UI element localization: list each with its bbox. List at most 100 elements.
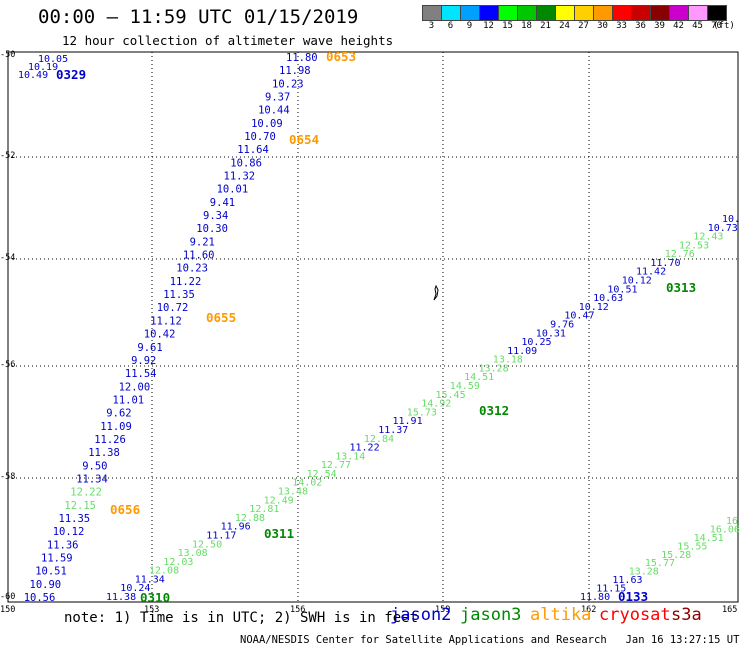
mission-legend-altika: altika (530, 605, 592, 625)
pass-time-label: 0329 (56, 67, 86, 82)
swh-value: 10.19 (28, 62, 58, 73)
latitude-label: -50 (0, 50, 16, 60)
colorbar-label: 21 (540, 21, 551, 31)
swh-value: 9.92 (131, 355, 156, 367)
swh-value: 10.70 (244, 131, 276, 143)
swh-value: 14.02 (292, 478, 322, 489)
pass-time-label: 0312 (479, 403, 509, 418)
mission-legend-cryosat: cryosat (599, 605, 671, 625)
swh-value: 11.70 (650, 258, 680, 269)
swh-value: 11.35 (59, 513, 91, 525)
colorbar-label: 9 (466, 21, 473, 31)
latitude-label: -54 (0, 253, 16, 263)
swh-value: 10.56 (24, 592, 56, 604)
swh-value: 10.23 (176, 263, 208, 275)
colorbar-label: 36 (635, 21, 646, 31)
swh-value: 14.51 (694, 533, 724, 544)
altimeter-tracks: 11.8011.9810.239.3710.4410.0910.7011.641… (18, 49, 740, 605)
map-frame (7, 51, 739, 603)
swh-value: 10.47 (564, 311, 594, 322)
swh-value: 12.49 (264, 495, 294, 506)
swh-value: 10.51 (607, 284, 637, 295)
colorbar-label: 6 (447, 21, 454, 31)
swh-value: 10.51 (35, 566, 67, 578)
swh-value: 9.50 (82, 460, 107, 472)
swh-value: 11.91 (393, 416, 423, 427)
swh-value: 12.22 (70, 487, 102, 499)
swh-value: 11.17 (206, 531, 236, 542)
swh-value: 9.62 (106, 408, 131, 420)
colorbar-label: 42 (673, 21, 684, 31)
swh-value: 13.28 (479, 363, 509, 374)
map-subtitle: 12 hour collection of altimeter wave hei… (62, 33, 394, 48)
mission-legend-jason2: jason2 (390, 605, 452, 625)
longitude-label: 153 (144, 605, 160, 615)
pass-time-label: 0310 (140, 590, 170, 605)
swh-value: 11.38 (88, 447, 120, 459)
swh-value: 11.22 (350, 443, 380, 454)
swh-value: 15.55 (677, 541, 707, 552)
swh-value: 9.34 (203, 210, 228, 222)
swh-value: 11.38 (106, 592, 136, 603)
pass-time-label: 0655 (206, 310, 236, 325)
colorbar-label: 70 (711, 21, 722, 31)
swh-value: 15.28 (661, 550, 691, 561)
swh-value: 11.60 (183, 250, 215, 262)
swh-value: 10.31 (536, 328, 566, 339)
map-title: 00:00 – 11:59 UTC 01/15/2019 (38, 6, 359, 28)
swh-value: 10.63 (593, 293, 623, 304)
swh-value: 12.84 (364, 434, 394, 445)
swh-value: 11.34 (76, 474, 108, 486)
swh-value: 11.35 (163, 289, 195, 301)
swh-value: 12.15 (64, 500, 96, 512)
colorbar-label: 18 (521, 21, 532, 31)
latitude-label: -56 (0, 360, 16, 370)
swh-value: 11.01 (113, 394, 145, 406)
swh-value: 12.08 (149, 566, 179, 577)
swh-value: 12.76 (665, 249, 695, 260)
swh-value: 9.21 (190, 236, 215, 248)
colorbar-label: 27 (578, 21, 589, 31)
pass-time-label: 0311 (264, 526, 294, 541)
swh-value: 12.00 (119, 381, 151, 393)
colorbar-label: 45 (692, 21, 703, 31)
swh-value: 12.81 (249, 504, 279, 515)
swh-value: 10.05 (38, 54, 68, 65)
swh-value: 10.30 (196, 223, 228, 235)
swh-value: 10.72 (157, 302, 189, 314)
swh-value: 11.09 (100, 421, 132, 433)
swh-value: 11.22 (170, 276, 202, 288)
longitude-label: 159 (435, 605, 451, 615)
colorbar-label: 24 (559, 21, 570, 31)
swh-value: 9.37 (265, 92, 290, 104)
colorbar-unit: (ft) (713, 21, 735, 31)
colorbar-swatch (707, 5, 727, 21)
swh-value: 10.49 (18, 70, 48, 81)
mission-legend-s3a: s3a (671, 605, 702, 625)
map-grid (8, 52, 738, 602)
swh-value: 11.09 (507, 346, 537, 357)
swh-value: 11.32 (224, 171, 256, 183)
pass-time-label: 0654 (289, 132, 319, 147)
swh-value: 10.23 (272, 78, 304, 90)
swh-value: 12.43 (693, 232, 723, 243)
latitude-label: -52 (0, 151, 16, 161)
swh-value: 10.01 (217, 184, 249, 196)
swh-value: 9.41 (210, 197, 235, 209)
units-note: note: 1) Time is in UTC; 2) SWH is in fe… (64, 610, 419, 626)
swh-value: 11.34 (135, 574, 165, 585)
longitude-label: 156 (290, 605, 306, 615)
swh-value: 12.54 (307, 469, 337, 480)
swh-value: 9.76 (550, 320, 574, 331)
mission-legend-jason3: jason3 (460, 605, 522, 625)
swh-value: 13.28 (629, 567, 659, 578)
swh-value: 16.7 (726, 516, 740, 527)
swh-value: 11.42 (636, 267, 666, 278)
latitude-label: -60 (0, 592, 16, 602)
swh-value: 11.96 (221, 522, 251, 533)
swh-value: 11.26 (94, 434, 126, 446)
swh-value: 10.73 (708, 223, 738, 234)
swh-value: 10.86 (230, 157, 262, 169)
pass-time-label: 0653 (326, 49, 356, 64)
swh-value: 15.45 (436, 390, 466, 401)
